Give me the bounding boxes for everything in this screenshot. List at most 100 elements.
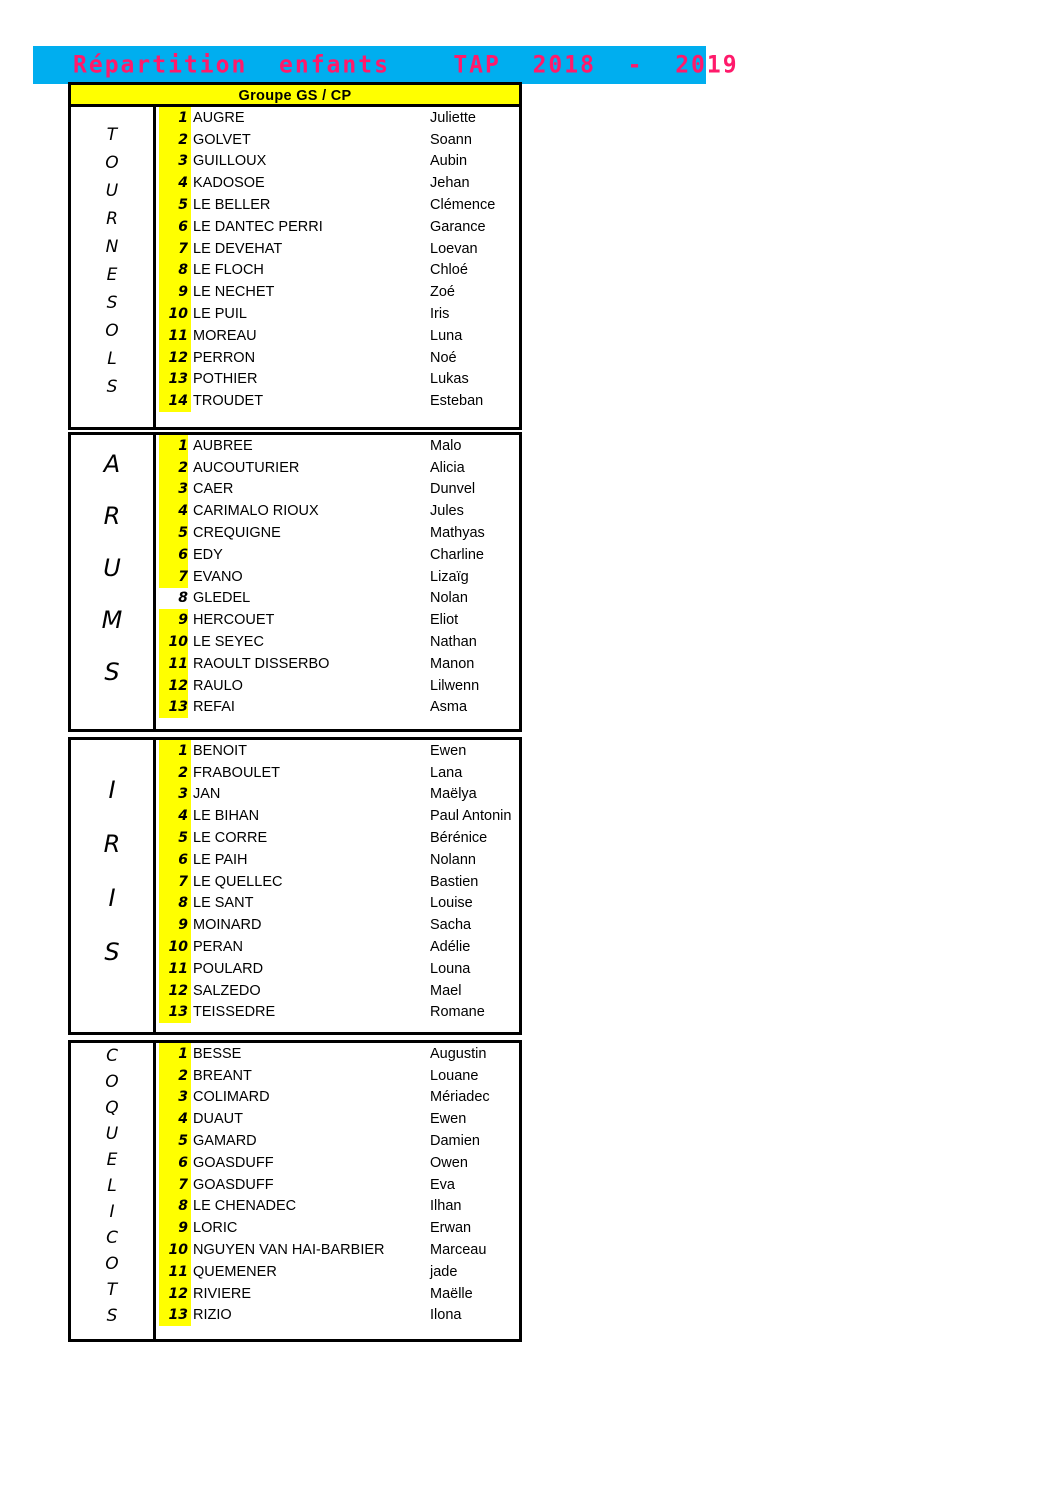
child-number: 6	[178, 218, 188, 235]
group-block-tournesols: T O U R N E S O L S 1 AUGRE Juliette 2 GOLVET Soann 3 GUI…	[68, 104, 522, 430]
child-first-name: Damien	[430, 1133, 480, 1150]
child-first-name: Marceau	[430, 1242, 487, 1259]
child-first-name: Ewen	[430, 742, 467, 759]
child-first-name: Louane	[430, 1067, 479, 1084]
child-last-name: LE BIHAN	[193, 808, 260, 825]
child-row: 11 RAOULT DISSERBO Manon	[159, 653, 519, 675]
child-row: 12 SALZEDO Mael	[159, 980, 519, 1002]
child-number: 5	[178, 1133, 188, 1150]
group-name-letter: I	[109, 1202, 115, 1222]
child-row: 5 GAMARD Damien	[159, 1130, 519, 1152]
child-number: 1	[178, 1045, 188, 1062]
child-first-name: Louise	[430, 895, 473, 912]
child-last-name: BREANT	[193, 1067, 252, 1084]
child-first-name: Augustin	[430, 1045, 487, 1062]
child-first-name: Eva	[430, 1176, 455, 1193]
child-last-name: KADOSOE	[193, 175, 265, 192]
child-first-name: Soann	[430, 131, 472, 148]
group-name-letter: R	[103, 502, 121, 530]
child-number: 4	[178, 503, 188, 520]
child-last-name: SALZEDO	[193, 982, 261, 999]
child-number: 7	[178, 568, 188, 585]
child-number: 8	[178, 590, 188, 607]
child-first-name: Ilhan	[430, 1198, 462, 1215]
group-name-letter: U	[105, 1124, 119, 1144]
child-row: 4 LE BIHAN Paul Antonin	[159, 805, 519, 827]
child-number: 5	[178, 830, 188, 847]
group-name-letter: S	[104, 658, 120, 686]
group-name-letter: L	[107, 349, 117, 369]
child-number: 12	[168, 982, 188, 999]
child-first-name: Noé	[430, 349, 457, 366]
group-name-letter: N	[105, 237, 119, 257]
child-row: 4 CARIMALO RIOUX Jules	[159, 500, 519, 522]
child-last-name: JAN	[193, 786, 221, 803]
child-first-name: Juliette	[430, 109, 476, 126]
child-last-name: NGUYEN VAN HAI-BARBIER	[193, 1242, 385, 1259]
child-row: 8 GLEDEL Nolan	[159, 587, 519, 610]
group-name-letter: C	[106, 1228, 118, 1248]
child-row: 1 BENOIT Ewen	[159, 740, 519, 762]
child-number: 7	[178, 240, 188, 257]
child-first-name: Jehan	[430, 175, 470, 192]
group-name-letter: O	[105, 1072, 119, 1092]
child-last-name: EVANO	[193, 568, 243, 585]
child-last-name: GOASDUFF	[193, 1154, 274, 1171]
child-row: 1 BESSE Augustin	[159, 1043, 519, 1065]
child-row: 5 LE BELLER Clémence	[159, 194, 519, 216]
child-row: 2 GOLVET Soann	[159, 129, 519, 151]
child-row: 4 KADOSOE Jehan	[159, 172, 519, 194]
child-number: 13	[168, 1004, 188, 1021]
child-last-name: TROUDET	[193, 393, 264, 410]
child-last-name: QUEMENER	[193, 1263, 277, 1280]
child-first-name: Ilona	[430, 1307, 462, 1324]
child-first-name: jade	[430, 1263, 458, 1280]
child-last-name: GLEDEL	[193, 590, 251, 607]
child-last-name: REFAI	[193, 699, 235, 716]
group-name-letter: T	[106, 1280, 118, 1300]
group-name-letter: S	[106, 293, 118, 313]
highlight-strip	[159, 1043, 191, 1327]
child-row: 3 CAER Dunvel	[159, 479, 519, 501]
child-last-name: DUAUT	[193, 1111, 243, 1128]
child-first-name: Paul Antonin	[430, 808, 512, 825]
page-title: Répartition enfants TAP 2018 - 2019	[73, 51, 739, 79]
child-number: 4	[178, 808, 188, 825]
child-last-name: TEISSEDRE	[193, 1004, 276, 1021]
group-name-letter: R	[106, 209, 118, 229]
child-row: 4 DUAUT Ewen	[159, 1108, 519, 1130]
child-number: 7	[178, 1176, 188, 1193]
title-banner: Répartition enfants TAP 2018 - 2019	[33, 46, 737, 84]
child-number: 11	[168, 1263, 188, 1280]
child-last-name: LE CHENADEC	[193, 1198, 297, 1215]
child-first-name: Mériadec	[430, 1089, 490, 1106]
child-number: 9	[178, 612, 188, 629]
child-row: 7 LE DEVEHAT Loevan	[159, 238, 519, 260]
child-row: 6 EDY Charline	[159, 544, 519, 566]
child-number: 8	[178, 1198, 188, 1215]
child-number: 14	[168, 393, 188, 410]
child-number: 12	[168, 349, 188, 366]
child-row: 6 LE PAIH Nolann	[159, 849, 519, 871]
child-row: 11 MOREAU Luna	[159, 325, 519, 347]
child-last-name: COLIMARD	[193, 1089, 270, 1106]
child-first-name: Eliot	[430, 612, 459, 629]
child-row: 11 POULARD Louna	[159, 958, 519, 980]
child-last-name: POTHIER	[193, 371, 258, 388]
child-last-name: LE PAIH	[193, 851, 248, 868]
child-number: 12	[168, 1285, 188, 1302]
child-last-name: LE BELLER	[193, 197, 271, 214]
child-first-name: Luna	[430, 327, 463, 344]
child-first-name: Nathan	[430, 634, 477, 651]
child-number: 3	[178, 153, 188, 170]
child-last-name: PERRON	[193, 349, 256, 366]
child-number: 8	[178, 262, 188, 279]
child-row: 9 LE NECHET Zoé	[159, 281, 519, 303]
child-last-name: EDY	[193, 546, 223, 563]
group-name-letter: C	[106, 1046, 118, 1066]
child-number: 3	[178, 481, 188, 498]
child-last-name: AUGRE	[193, 109, 245, 126]
child-first-name: Asma	[430, 699, 468, 716]
